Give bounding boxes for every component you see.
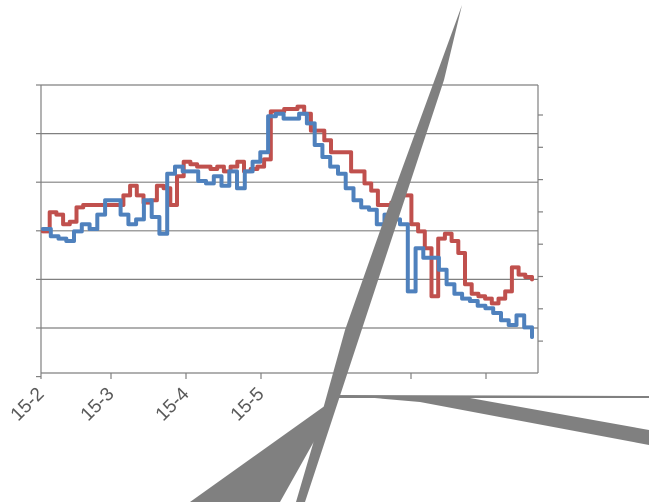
series-line-red (41, 104, 534, 306)
axis-layer (36, 84, 543, 379)
x-tick-label: 15-2 (7, 384, 49, 426)
artifact-line (330, 395, 649, 398)
artifact-spike (296, 5, 462, 502)
overlay-artifact (190, 5, 649, 502)
grid-layer (41, 84, 538, 329)
x-tick-label: 15-3 (77, 384, 119, 426)
x-tick-label: 15-4 (152, 383, 194, 425)
x-tick-label: 15-5 (227, 384, 269, 426)
x-tick-labels: 15-2 15-3 15-4 15-5 (7, 383, 269, 425)
artifact-ray (340, 395, 649, 445)
series-line-blue (41, 111, 534, 339)
artifact-wedge (190, 395, 340, 502)
series-layer (41, 104, 534, 339)
